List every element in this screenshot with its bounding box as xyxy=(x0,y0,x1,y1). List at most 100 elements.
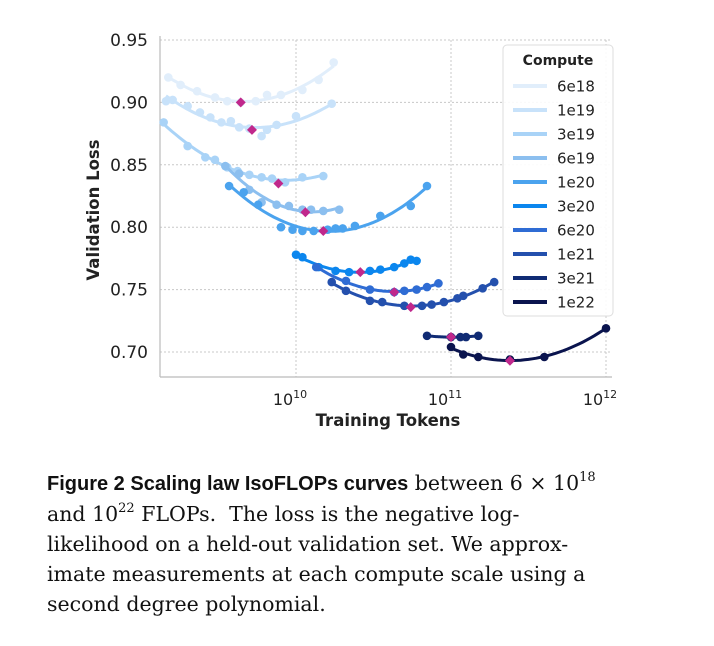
data-point xyxy=(210,155,220,165)
caption-superscript: 18 xyxy=(579,470,596,485)
optimum-marker xyxy=(300,207,311,218)
data-point xyxy=(262,90,272,100)
y-tick-label: 0.70 xyxy=(110,343,148,363)
series-1e20 xyxy=(224,181,432,236)
data-point xyxy=(412,256,421,266)
data-point xyxy=(168,95,177,105)
figure-caption: Figure 2 Scaling law IsoFLOPs curves bet… xyxy=(47,468,687,619)
series-layer xyxy=(159,58,611,366)
legend: Compute 6e18 1e19 3e19 6e19 1e20 3e20 6e20 1e21 3… xyxy=(502,44,614,317)
figure-label: Figure 2 Scaling law IsoFLOPs curves xyxy=(47,473,409,495)
data-point xyxy=(163,73,173,82)
data-point xyxy=(210,93,220,102)
fit-curve xyxy=(167,64,335,104)
data-point xyxy=(276,222,286,232)
data-point xyxy=(329,58,338,67)
data-point xyxy=(314,75,323,85)
optimum-marker xyxy=(273,178,284,189)
y-tick-label: 0.75 xyxy=(110,281,148,301)
legend-label: 6e18 xyxy=(557,78,595,96)
data-point xyxy=(412,285,421,294)
y-tick-label: 0.85 xyxy=(110,156,148,176)
caption-text: imate measurements at each compute scale… xyxy=(47,562,586,586)
optimum-marker xyxy=(246,124,257,135)
data-point xyxy=(298,172,307,182)
data-point xyxy=(176,80,185,90)
data-point xyxy=(422,181,432,191)
data-point xyxy=(318,171,328,181)
y-tick-label: 0.80 xyxy=(110,218,148,238)
data-point xyxy=(272,200,281,210)
y-axis-label: Validation Loss xyxy=(84,139,103,280)
data-point xyxy=(434,279,443,288)
legend-label: 1e22 xyxy=(557,294,595,312)
caption-text: between 6 × 10 xyxy=(408,471,580,495)
x-tick-label: 1010 xyxy=(273,388,307,409)
series-3e21 xyxy=(422,331,483,343)
data-point xyxy=(478,284,487,293)
caption-text: FLOPs. The loss is the negative log- xyxy=(134,502,520,526)
data-point xyxy=(489,277,499,287)
legend-label: 3e21 xyxy=(557,270,595,288)
series-1e22 xyxy=(446,323,611,366)
data-point xyxy=(222,96,232,106)
data-point xyxy=(422,282,432,292)
legend-label: 1e20 xyxy=(557,174,595,192)
data-point xyxy=(327,99,337,108)
data-point xyxy=(298,85,307,95)
data-point xyxy=(226,116,236,126)
data-point xyxy=(284,201,294,211)
x-tick-label: 1011 xyxy=(428,388,462,409)
data-point xyxy=(276,90,286,100)
data-point xyxy=(422,331,432,341)
data-point xyxy=(350,221,360,231)
data-point xyxy=(439,297,449,307)
data-point xyxy=(234,169,244,178)
optimum-marker xyxy=(318,225,329,236)
data-point xyxy=(446,342,456,352)
caption-text: second degree polynomial. xyxy=(47,592,326,616)
data-point xyxy=(251,96,261,106)
optimum-marker xyxy=(504,355,515,366)
data-point xyxy=(327,277,337,287)
series-6e18 xyxy=(163,58,338,108)
data-point xyxy=(288,225,297,234)
optimum-marker xyxy=(389,287,400,298)
data-point xyxy=(257,131,266,141)
data-point xyxy=(341,286,351,296)
data-point xyxy=(291,111,301,121)
data-point xyxy=(245,170,254,180)
series-6e20 xyxy=(311,262,443,298)
data-point xyxy=(331,224,340,233)
data-point xyxy=(406,201,416,211)
data-point xyxy=(473,352,483,362)
data-point xyxy=(318,206,328,216)
legend-label: 6e19 xyxy=(557,150,595,168)
data-point xyxy=(239,187,249,197)
optimum-marker xyxy=(235,97,246,108)
data-point xyxy=(376,265,385,274)
isoflops-chart: 0.70 0.75 0.80 0.85 0.90 0.95 1010 1011 1012 Trai… xyxy=(84,31,617,430)
data-point xyxy=(224,181,234,191)
data-point xyxy=(461,332,471,342)
fit-curve xyxy=(162,122,324,182)
legend-label: 1e21 xyxy=(557,246,595,264)
data-point xyxy=(159,118,168,127)
data-point xyxy=(540,352,549,362)
data-point xyxy=(473,331,483,341)
data-point xyxy=(183,101,192,111)
data-point xyxy=(161,96,171,106)
data-point xyxy=(334,205,344,215)
data-point xyxy=(341,276,351,286)
data-point xyxy=(344,267,354,277)
data-point xyxy=(272,120,281,130)
data-point xyxy=(400,286,409,296)
data-point xyxy=(400,301,409,311)
y-tick-label: 0.90 xyxy=(110,93,148,113)
data-point xyxy=(195,108,205,117)
axes: 0.70 0.75 0.80 0.85 0.90 0.95 1010 1011 1012 Trai… xyxy=(84,31,617,430)
data-point xyxy=(217,118,226,127)
series-6e19 xyxy=(221,161,344,218)
legend-label: 3e19 xyxy=(557,126,595,144)
data-point xyxy=(311,262,321,272)
